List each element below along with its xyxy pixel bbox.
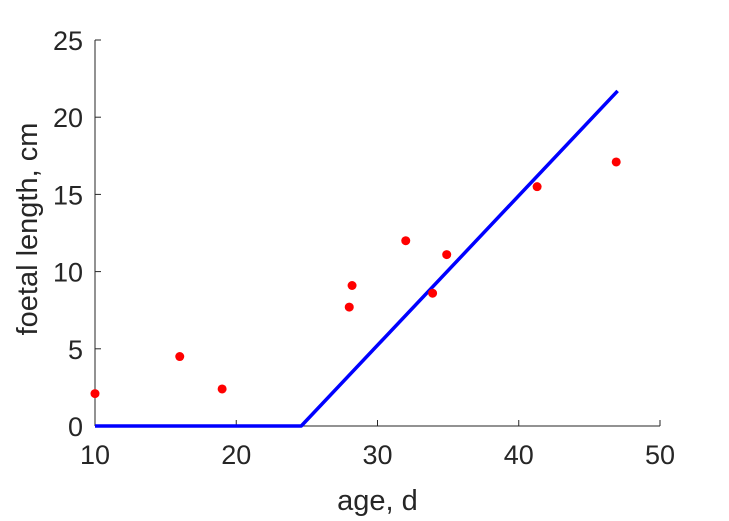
y-tick-label: 10 (53, 258, 83, 288)
fit-line (95, 89, 619, 428)
x-axis-label: age, d (337, 485, 418, 517)
y-tick-label: 20 (53, 103, 83, 133)
y-axis-label: foetal length, cm (12, 123, 44, 336)
x-tick-label: 20 (221, 440, 251, 470)
data-point (217, 384, 227, 394)
x-axis-ticks: 10 20 30 40 50 (80, 420, 675, 470)
data-point (401, 236, 411, 246)
y-tick-label: 5 (68, 335, 83, 365)
data-point (344, 302, 354, 312)
y-tick-label: 15 (53, 180, 83, 210)
plot-area: 10 20 30 40 50 0 5 10 15 20 25 (53, 26, 675, 470)
data-point (532, 182, 542, 192)
x-tick-label: 40 (504, 440, 534, 470)
x-tick-label: 10 (80, 440, 110, 470)
y-tick-label: 25 (53, 26, 83, 56)
series-layer (90, 89, 621, 428)
data-point (428, 288, 438, 298)
x-tick-label: 50 (645, 440, 675, 470)
data-point (442, 250, 452, 260)
data-point (90, 389, 100, 399)
y-axis-ticks: 0 5 10 15 20 25 (53, 26, 101, 442)
data-point (611, 157, 621, 167)
x-tick-label: 30 (362, 440, 392, 470)
data-point (175, 352, 185, 362)
data-point (347, 280, 357, 290)
y-tick-label: 0 (68, 412, 83, 442)
